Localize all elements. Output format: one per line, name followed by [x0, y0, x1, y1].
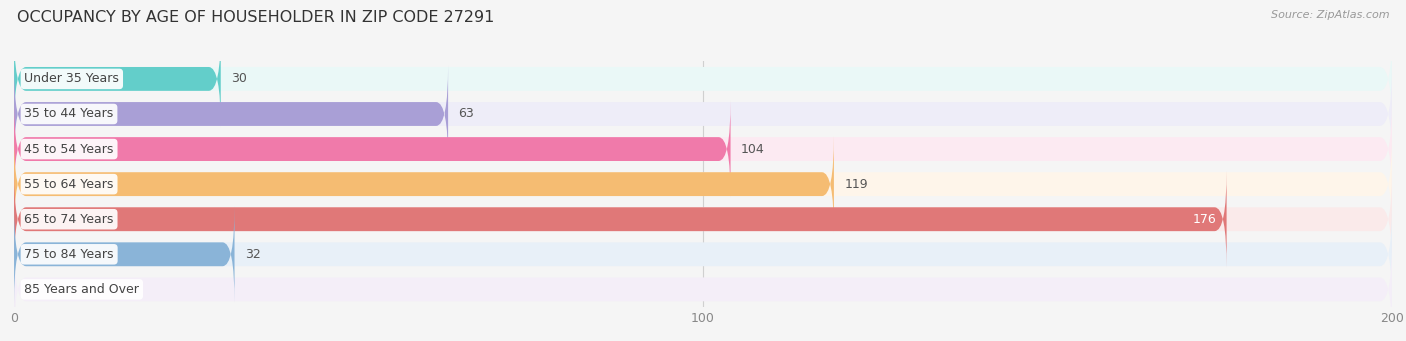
Text: 75 to 84 Years: 75 to 84 Years [24, 248, 114, 261]
FancyBboxPatch shape [14, 100, 1392, 198]
Text: 30: 30 [231, 72, 247, 85]
FancyBboxPatch shape [14, 65, 1392, 163]
Text: 85 Years and Over: 85 Years and Over [24, 283, 139, 296]
Text: Under 35 Years: Under 35 Years [24, 72, 120, 85]
Text: 32: 32 [245, 248, 260, 261]
FancyBboxPatch shape [14, 135, 834, 233]
Text: 55 to 64 Years: 55 to 64 Years [24, 178, 114, 191]
FancyBboxPatch shape [14, 170, 1226, 268]
FancyBboxPatch shape [14, 170, 1392, 268]
Text: 104: 104 [741, 143, 765, 155]
Text: OCCUPANCY BY AGE OF HOUSEHOLDER IN ZIP CODE 27291: OCCUPANCY BY AGE OF HOUSEHOLDER IN ZIP C… [17, 10, 495, 25]
FancyBboxPatch shape [14, 241, 1392, 338]
Text: Source: ZipAtlas.com: Source: ZipAtlas.com [1271, 10, 1389, 20]
Text: 63: 63 [458, 107, 474, 120]
Text: 0: 0 [24, 283, 32, 296]
Text: 65 to 74 Years: 65 to 74 Years [24, 213, 114, 226]
Text: 45 to 54 Years: 45 to 54 Years [24, 143, 114, 155]
FancyBboxPatch shape [14, 65, 449, 163]
FancyBboxPatch shape [14, 206, 235, 303]
FancyBboxPatch shape [14, 30, 1392, 128]
FancyBboxPatch shape [14, 30, 221, 128]
Text: 35 to 44 Years: 35 to 44 Years [24, 107, 114, 120]
FancyBboxPatch shape [14, 135, 1392, 233]
Text: 119: 119 [844, 178, 868, 191]
FancyBboxPatch shape [14, 206, 1392, 303]
Text: 176: 176 [1192, 213, 1216, 226]
FancyBboxPatch shape [14, 100, 731, 198]
